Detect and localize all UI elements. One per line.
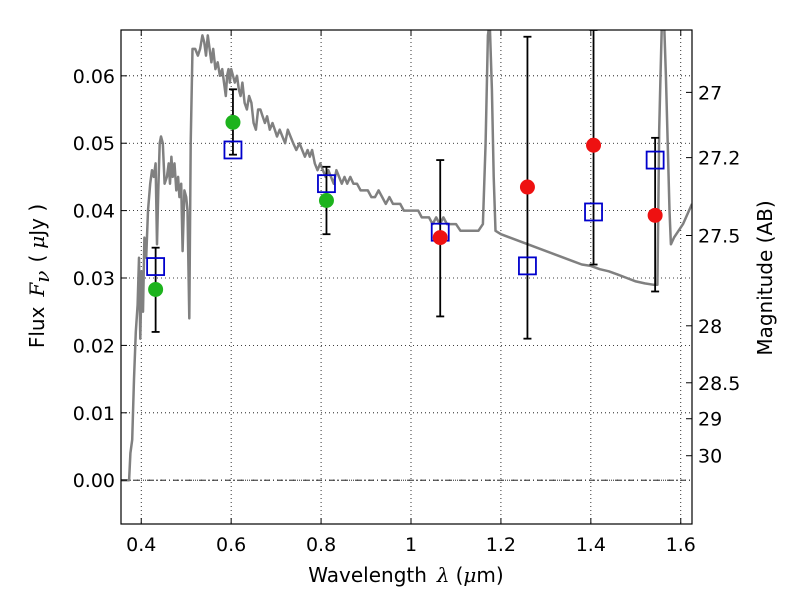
red-data-points — [432, 137, 663, 246]
y-axis-label: FluxFν(μJy ) — [25, 204, 54, 348]
model-photometry-square — [645, 150, 665, 170]
y-tick-label: 0.00 — [73, 470, 115, 492]
y-tick-label: 0.06 — [73, 66, 115, 88]
y2-axis-label: Magnitude (AB) — [753, 200, 777, 355]
red-data-point — [519, 179, 535, 195]
model-spectrum — [121, 30, 692, 482]
model-photometry-square — [317, 174, 336, 194]
y2-tick-label: 27 — [698, 82, 722, 104]
red-data-point — [647, 207, 663, 223]
x-tick-label: 0.4 — [126, 534, 156, 556]
model-spectrum-line — [121, 30, 692, 482]
model-photometry-squares — [146, 140, 665, 276]
green-data-points — [148, 114, 334, 297]
green-data-point — [318, 193, 334, 209]
x-tick-label: 1.6 — [666, 534, 696, 556]
y-tick-label: 0.05 — [73, 133, 115, 155]
model-photometry-square — [146, 257, 166, 276]
green-data-point — [225, 114, 241, 130]
y-tick-label: 0.03 — [73, 268, 115, 290]
y-tick-label: 0.02 — [73, 335, 115, 357]
plot-frame — [120, 29, 693, 525]
x-tick-label: 1 — [405, 534, 417, 556]
y2-tick-label: 30 — [698, 446, 722, 468]
model-photometry-square — [518, 256, 537, 276]
grid-lines — [121, 30, 692, 524]
axis-ticks — [121, 30, 692, 524]
y2-tick-label: 27.2 — [698, 148, 740, 170]
red-data-point — [586, 137, 602, 153]
x-tick-label: 1.2 — [486, 534, 516, 556]
y2-tick-label: 29 — [698, 409, 722, 431]
green-data-point — [148, 281, 164, 297]
y2-tick-label: 28 — [698, 316, 722, 338]
red-data-point — [432, 230, 448, 246]
x-axis-label: Wavelength λ (μm) — [308, 563, 503, 587]
y-tick-label: 0.01 — [73, 403, 115, 425]
x-tick-label: 0.6 — [216, 534, 246, 556]
tick-labels: 0.4 0.6 0.8 1 1.2 1.4 1.6 0.00 0.01 0.02 0.03 0.04 0… — [73, 66, 741, 556]
model-photometry-square — [223, 140, 243, 160]
y2-tick-label: 27.5 — [698, 225, 740, 247]
x-tick-label: 0.8 — [306, 534, 336, 556]
y2-tick-label: 28.5 — [698, 373, 740, 395]
x-tick-label: 1.4 — [576, 534, 606, 556]
y-tick-label: 0.04 — [73, 201, 115, 223]
model-photometry-square — [584, 202, 603, 222]
